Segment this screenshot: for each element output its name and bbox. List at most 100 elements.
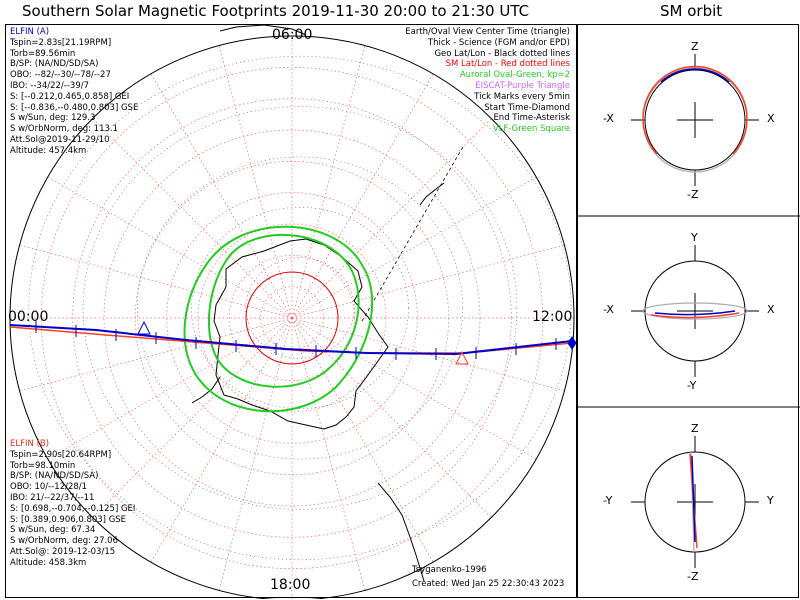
legend: Earth/Oval View Center Time (triangle) Th… [405, 27, 570, 135]
sm-longitude-line [291, 45, 366, 319]
legend-entry: Start Time-Diamond [484, 102, 570, 113]
legend-entry: VLF-Green Square [492, 124, 570, 135]
africa-outline [377, 482, 425, 582]
sm-longitude-line [291, 244, 565, 319]
legend-entry: Earth/Oval View Center Time (triangle) [405, 27, 570, 37]
elfin-a-line: Altitude: 457.4km [10, 145, 87, 156]
sm-orbit-svg [578, 54, 800, 568]
mlt-label-18: 18:00 [270, 577, 311, 593]
orbit-axis-label: -Y [687, 379, 697, 392]
orbit-axis-label: -Z [687, 570, 699, 583]
sm-longitude-line [92, 317, 293, 518]
elfin-b-orbit [642, 65, 748, 155]
sm-longitude-line [218, 317, 293, 591]
elfin-a-line: S: [--0.212,0.465,0.858] GEI [10, 91, 130, 102]
orbit-axis-label: -Y [603, 494, 613, 507]
orbit-axis-label: Y [691, 231, 698, 244]
new-zealand-outline [419, 182, 445, 206]
legend-entry: Tick Marks every 5min [474, 91, 570, 102]
mlt-label-06: 06:00 [272, 27, 313, 43]
mlt-label-12: 12:00 [532, 309, 573, 325]
elfin-b-line: S: [0.389,0.906,0.803] GSE [10, 514, 127, 525]
geo-latitude-line [82, 106, 518, 510]
elfin-a-line: OBO: --82/--30/--78/--27 [10, 70, 111, 81]
legend-entry: EISCAT-Purple Triangle [475, 80, 570, 91]
elfin-b-line: Altitude: 458.3km [10, 557, 87, 568]
sm-longitude-line [150, 73, 293, 319]
mlt-label-00: 00:00 [8, 309, 49, 325]
south-america-outline [219, 25, 307, 36]
geo-latitude-line [137, 156, 463, 460]
elfin-a-orbit [660, 68, 730, 83]
antarctica-outline [213, 238, 389, 430]
elfin-a-line: S w/Sun, deg: 129.3 [10, 113, 96, 124]
legend-entry: Geo Lat/Lon - Black dotted lines [434, 48, 570, 59]
geo-latitude-line [28, 55, 572, 561]
sm-orbit-panel: Z -Z -X X Y -Y -X X Z -Z -Y Y [577, 24, 800, 598]
geo-latitude-line [245, 257, 355, 359]
elfin-a-trace [9, 324, 573, 356]
orbit-path [642, 302, 748, 320]
elfin-a-line: Tspin=2.83s[21.19RPM] [10, 37, 112, 48]
orbit-axis-label: Z [691, 40, 699, 53]
elfin-b-line: IBO: 21/--22/37/--11 [10, 492, 95, 503]
orbit-axis-label: -Z [687, 188, 699, 201]
elfin-a-line: Torb=89.56min [10, 48, 76, 59]
elfin-b-name: ELFIN (B) [10, 439, 50, 449]
sm-latitude-circle [228, 254, 356, 382]
elfin-a-line: IBO: --34/22/--39/7 [10, 80, 90, 91]
auroral-oval-inner [207, 233, 360, 388]
elfin-b-line: B/SP: (NA/ND/SD/SA) [10, 471, 99, 482]
created-timestamp: Created: Wed Jan 25 22:30:43 2023 [412, 579, 565, 589]
elfin-a-info: ELFIN (A) Tspin=2.83s[21.19RPM] Torb=89.… [10, 27, 138, 157]
elfin-b-line: S w/OrbNorm, deg: 27.06 [10, 536, 119, 547]
legend-entry: End Time-Asterisk [493, 113, 570, 124]
orbit-axis-label: Y [767, 494, 774, 507]
orbit-plots [631, 54, 759, 568]
sm-latitude-circle [72, 98, 512, 538]
footprint-traces [9, 320, 577, 365]
auroral-oval-outer [183, 225, 374, 413]
legend-entry: SM Lat/Lon - Red dotted lines [445, 59, 570, 70]
antarctic-peninsula-outline [191, 376, 221, 404]
sm-grid [9, 35, 575, 599]
sm-longitude-line [19, 317, 293, 392]
orbit-axis-label: X [767, 112, 775, 125]
chart-title: Southern Solar Magnetic Footprints 2019-… [22, 2, 530, 20]
sm-longitude-line [47, 176, 293, 319]
elfin-b-orbit [650, 312, 740, 319]
sm-longitude-line [291, 317, 537, 460]
map-boundary [9, 35, 575, 599]
legend-entry: Thick - Science (FGM and/or EPD) [427, 37, 570, 48]
sm-longitude-line [150, 317, 293, 563]
sm-longitude-line [92, 118, 293, 319]
legend-entry: Auroral Oval-Green, kp=2 [459, 70, 570, 81]
sm-longitude-line [19, 244, 293, 319]
sm-longitude-line [291, 317, 434, 563]
sm-longitude-line [291, 73, 434, 319]
sm-longitude-line [291, 317, 492, 518]
elfin-b-view-center-triangle [455, 350, 469, 365]
sm-longitude-line [47, 317, 293, 460]
footprint-map-svg [9, 25, 577, 599]
sm-longitude-line [218, 45, 293, 319]
elfin-b-info: ELFIN (B) Tspin=2.90s[20.64RPM] Torb=98.… [10, 439, 135, 569]
sm-latitude-circle [40, 66, 544, 570]
sm-longitude-line [291, 118, 492, 319]
elfin-b-line: S: [0.698,--0.704,--0.125] GEI [10, 503, 136, 514]
start-time-diamond [567, 336, 577, 350]
sm-longitude-line [291, 317, 366, 591]
elfin-a-name: ELFIN (A) [10, 27, 50, 37]
elfin-a-orbit [654, 310, 736, 316]
elfin-a-line: B/SP: (NA/ND/SD/SA) [10, 59, 99, 70]
model-label: Tsyganenko-1996 [412, 565, 487, 575]
sm-longitude-line [291, 176, 537, 319]
view-center-line [361, 144, 465, 322]
elfin-b-line: S w/Sun, deg: 67.34 [10, 525, 96, 536]
elfin-a-line: S: [--0.836,--0.480,0.803] GSE [10, 102, 139, 113]
sm-latitude-circle [197, 223, 387, 413]
elfin-b-line: Tspin=2.90s[20.64RPM] [10, 449, 112, 460]
elfin-b-line: OBO: 10/--12/28/1 [10, 482, 88, 493]
sm-orbit-title: SM orbit [660, 2, 723, 20]
orbit-axis-label: -X [603, 112, 614, 125]
